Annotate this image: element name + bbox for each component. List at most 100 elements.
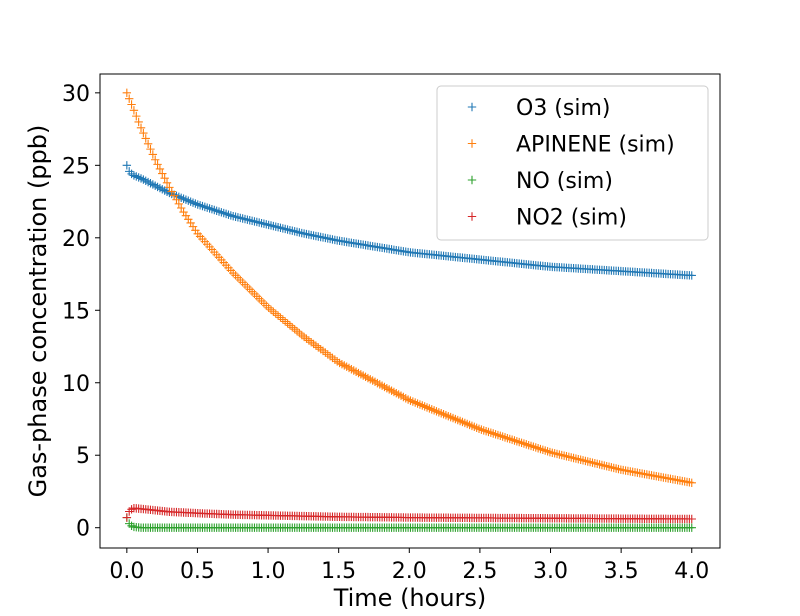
data-point bbox=[243, 215, 252, 224]
data-point bbox=[143, 139, 153, 148]
data-point bbox=[210, 205, 219, 215]
data-point bbox=[510, 436, 519, 445]
data-point bbox=[314, 343, 323, 352]
data-point bbox=[266, 305, 276, 315]
data-point bbox=[262, 220, 271, 229]
data-point bbox=[311, 341, 321, 350]
data-point bbox=[321, 348, 330, 357]
data-point bbox=[569, 453, 578, 463]
data-point bbox=[578, 456, 588, 465]
data-point bbox=[496, 431, 505, 441]
data-point bbox=[325, 351, 335, 361]
data-point bbox=[562, 452, 571, 461]
data-point bbox=[687, 271, 696, 280]
data-point bbox=[146, 144, 155, 154]
data-point bbox=[295, 328, 304, 338]
data-point bbox=[259, 219, 269, 228]
data-point bbox=[519, 439, 529, 448]
data-point bbox=[614, 464, 623, 474]
y-axis-label: Gas-phase concentration (ppb) bbox=[24, 125, 52, 498]
plot-marks bbox=[122, 88, 696, 532]
data-point bbox=[245, 216, 254, 225]
data-point bbox=[233, 213, 243, 222]
data-point bbox=[271, 222, 280, 231]
data-point bbox=[231, 212, 240, 221]
legend-item: NO (sim) bbox=[467, 169, 613, 194]
data-point bbox=[233, 273, 243, 282]
data-point bbox=[134, 117, 143, 127]
data-point bbox=[200, 202, 210, 212]
data-point bbox=[264, 303, 273, 313]
data-point bbox=[238, 278, 247, 287]
data-point bbox=[132, 111, 141, 121]
legend-marker bbox=[467, 102, 477, 112]
y-tick-label: 0 bbox=[76, 517, 90, 542]
legend-marker bbox=[467, 175, 477, 185]
legend-marker bbox=[467, 139, 477, 148]
data-point bbox=[285, 321, 295, 330]
legend-item: APINENE (sim) bbox=[467, 133, 675, 158]
series-0 bbox=[122, 161, 696, 280]
data-point bbox=[526, 441, 536, 451]
data-point bbox=[292, 227, 302, 237]
data-point bbox=[188, 222, 198, 231]
data-point bbox=[550, 449, 559, 458]
data-point bbox=[264, 220, 273, 230]
data-point bbox=[181, 211, 191, 220]
data-point bbox=[498, 432, 507, 441]
data-point bbox=[217, 208, 226, 217]
data-point bbox=[559, 451, 569, 460]
data-point bbox=[585, 457, 595, 467]
data-point bbox=[139, 128, 148, 138]
data-point bbox=[281, 224, 290, 234]
data-point bbox=[247, 287, 257, 296]
data-point bbox=[162, 178, 172, 188]
data-point bbox=[186, 218, 195, 228]
data-point bbox=[148, 150, 158, 159]
data-point bbox=[538, 445, 548, 455]
data-point bbox=[602, 461, 611, 471]
y-tick-label: 10 bbox=[62, 372, 90, 397]
data-point bbox=[607, 463, 616, 472]
data-point bbox=[240, 214, 250, 224]
legend-label: O3 (sim) bbox=[516, 96, 610, 121]
data-point bbox=[524, 440, 533, 450]
x-tick-label: 3.5 bbox=[604, 559, 639, 584]
data-point bbox=[548, 448, 557, 457]
data-point bbox=[247, 216, 257, 226]
data-point bbox=[155, 164, 165, 174]
data-point bbox=[316, 344, 325, 354]
data-point bbox=[581, 456, 590, 466]
series-2 bbox=[122, 513, 696, 532]
data-point bbox=[531, 443, 540, 452]
data-point bbox=[245, 285, 254, 294]
data-point bbox=[160, 173, 169, 183]
data-point bbox=[226, 211, 236, 220]
data-point bbox=[278, 224, 288, 233]
data-point bbox=[583, 457, 592, 466]
data-point bbox=[255, 218, 264, 227]
series-3 bbox=[122, 503, 696, 524]
data-point bbox=[555, 450, 564, 459]
data-point bbox=[240, 280, 250, 289]
data-point bbox=[486, 428, 496, 437]
data-point bbox=[127, 521, 136, 530]
data-point bbox=[491, 430, 500, 439]
data-point bbox=[278, 315, 288, 324]
x-tick-label: 0.5 bbox=[180, 559, 215, 584]
data-point bbox=[588, 458, 597, 467]
data-point bbox=[262, 301, 271, 310]
data-point bbox=[243, 282, 252, 292]
data-point bbox=[273, 311, 283, 320]
data-point bbox=[507, 435, 517, 444]
x-tick-label: 2.0 bbox=[392, 559, 427, 584]
data-point bbox=[150, 155, 160, 164]
data-point bbox=[250, 217, 259, 226]
data-point bbox=[236, 275, 245, 285]
data-point bbox=[174, 199, 184, 209]
legend-label: NO2 (sim) bbox=[516, 206, 627, 231]
data-point bbox=[557, 450, 566, 460]
y-axis: 0 5 10 15 20 25 30 bbox=[62, 82, 100, 542]
data-point bbox=[567, 453, 576, 462]
